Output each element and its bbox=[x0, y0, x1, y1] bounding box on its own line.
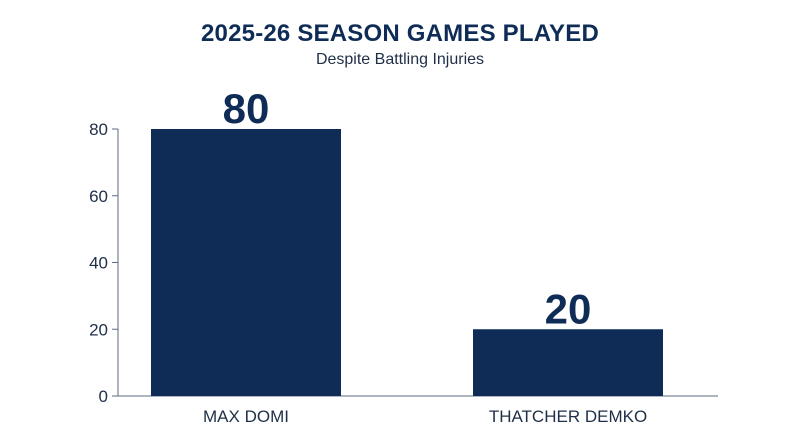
y-tick-label: 40 bbox=[89, 254, 108, 273]
bar-value-label: 80 bbox=[223, 85, 270, 132]
y-tick-label: 20 bbox=[89, 320, 108, 339]
x-category-label: MAX DOMI bbox=[203, 407, 289, 426]
bar bbox=[151, 129, 341, 396]
y-tick-label: 80 bbox=[89, 120, 108, 139]
chart-subtitle: Despite Battling Injuries bbox=[315, 51, 485, 68]
chart-title: 2025-26 SEASON GAMES PLAYED bbox=[201, 20, 599, 47]
y-tick-label: 60 bbox=[89, 187, 108, 206]
bar-value-label: 20 bbox=[545, 285, 592, 332]
y-tick-label: 0 bbox=[99, 387, 108, 406]
bar bbox=[473, 329, 663, 396]
x-category-label: THATCHER DEMKO bbox=[489, 407, 647, 426]
